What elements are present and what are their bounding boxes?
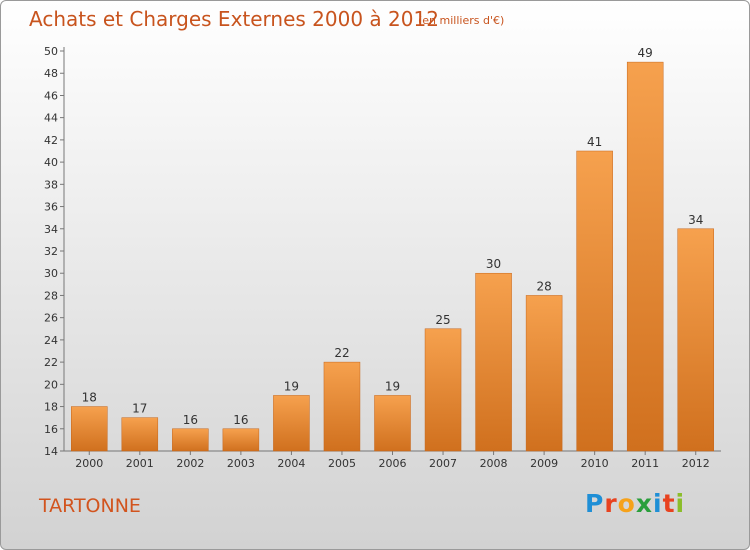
logo-letter: o [617,489,636,518]
y-tick-label: 44 [44,112,58,125]
logo-letter: t [662,489,676,518]
y-tick-label: 32 [44,245,58,258]
y-tick-label: 20 [44,378,58,391]
data-label-2009: 28 [536,279,551,293]
bar-2005 [323,361,361,452]
x-axis: 2000 2001 2002 2003 2004 2005 2006 2007 2008 2009… [64,450,721,470]
data-label-2008: 30 [486,257,501,271]
y-tick-label: 36 [44,201,58,214]
data-label-2012: 34 [688,213,703,227]
bar-2004 [273,395,310,452]
bar-2001 [121,417,159,452]
x-tick-label: 2011 [631,457,659,470]
data-label-2010: 41 [587,135,602,149]
logo-letter: r [604,489,618,518]
data-label-2000: 18 [82,391,97,405]
y-tick-label: 42 [44,134,58,147]
bar-2000 [71,406,108,452]
y-tick-label: 46 [44,89,58,102]
x-tick-label: 2012 [682,457,710,470]
data-labels: 18 17 16 16 19 22 19 25 30 28 41 49 34 [82,46,704,427]
x-tick-label: 2008 [480,457,508,470]
x-tick-label: 2003 [227,457,255,470]
y-tick-label: 50 [44,45,58,58]
y-tick-label: 18 [44,401,58,414]
data-label-2005: 22 [334,346,349,360]
bars [71,61,714,452]
logo-letter: P [585,489,605,518]
x-tick-label: 2010 [581,457,609,470]
y-tick-label: 28 [44,289,58,302]
bar-2002 [172,428,209,452]
bar-2010 [576,150,613,452]
data-label-2001: 17 [132,402,147,416]
y-tick-label: 14 [44,445,58,458]
x-tick-label: 2002 [176,457,204,470]
y-tick-label: 24 [44,334,58,347]
x-tick-label: 2006 [379,457,407,470]
bar-2003 [222,428,260,452]
x-tick-label: 2005 [328,457,356,470]
data-label-2002: 16 [183,413,198,427]
y-tick-label: 30 [44,267,58,280]
y-tick-label: 38 [44,178,58,191]
y-tick-label: 48 [44,67,58,80]
bar-2008 [475,272,512,452]
y-tick-label: 22 [44,356,58,369]
data-label-2007: 25 [435,313,450,327]
y-tick-label: 34 [44,223,58,236]
y-tick-label: 26 [44,312,58,325]
x-tick-label: 2009 [530,457,558,470]
proxiti-logo[interactable]: Proxiti [585,489,685,518]
y-axis: 14 16 18 20 22 24 26 28 30 32 34 36 38 40 42 44 46 48 50 [44,45,65,458]
x-tick-label: 2001 [126,457,154,470]
y-tick-label: 16 [44,423,58,436]
x-tick-label: 2000 [75,457,103,470]
y-tick-label: 40 [44,156,58,169]
logo-letter: i [653,489,663,518]
data-label-2011: 49 [638,46,653,60]
commune-name: TARTONNE [39,495,141,517]
chart-title: Achats et Charges Externes 2000 à 2012 [29,7,439,31]
x-tick-label: 2007 [429,457,457,470]
x-tick-label: 2004 [277,457,305,470]
bar-2007 [424,328,462,452]
logo-letter: x [635,489,653,518]
bar-2012 [677,228,714,452]
data-label-2006: 19 [385,379,400,393]
chart-subtitle: (en milliers d'€) [418,14,505,27]
bar-2011 [626,61,664,452]
bar-2009 [525,295,563,452]
logo-letter: i [675,489,686,518]
bar-2006 [374,395,411,452]
data-label-2003: 16 [233,413,248,427]
data-label-2004: 19 [284,379,299,393]
